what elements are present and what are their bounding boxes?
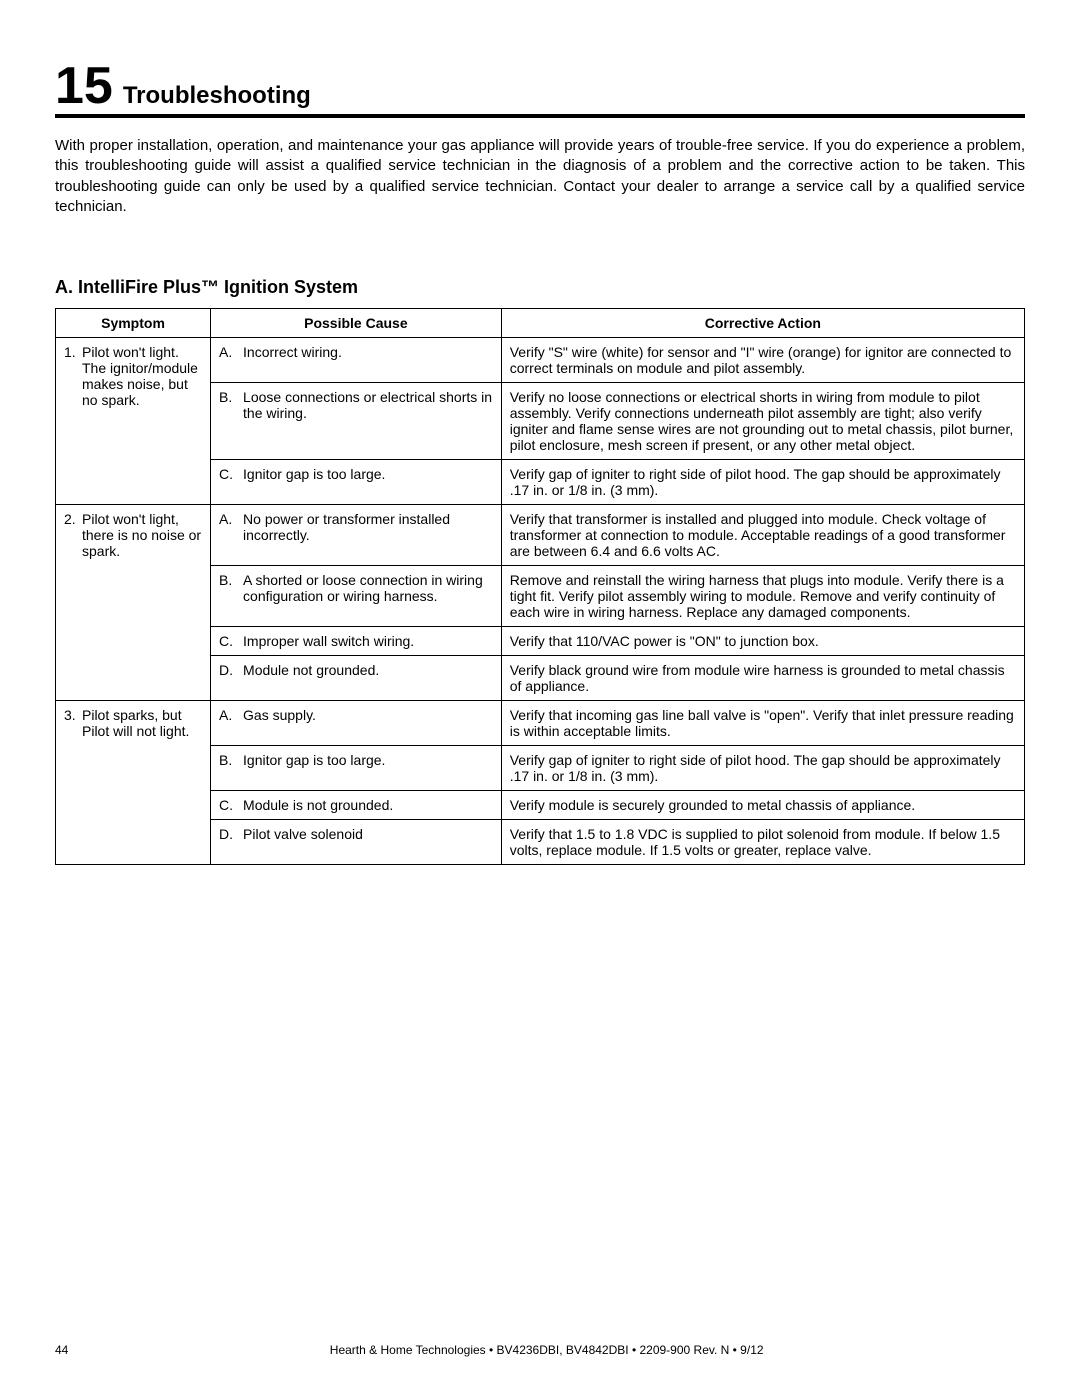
cause-letter: C. xyxy=(219,466,243,482)
cause-letter: A. xyxy=(219,344,243,360)
page-footer: 44 Hearth & Home Technologies • BV4236DB… xyxy=(55,1343,1025,1357)
cause-cell: D.Module not grounded. xyxy=(211,656,502,701)
action-cell: Verify that 1.5 to 1.8 VDC is supplied t… xyxy=(501,820,1024,865)
th-cause: Possible Cause xyxy=(211,309,502,338)
action-cell: Verify that 110/VAC power is "ON" to jun… xyxy=(501,627,1024,656)
symptom-cell: 2.Pilot won't light, there is no noise o… xyxy=(56,505,211,701)
cause-text: Module not grounded. xyxy=(243,662,493,678)
action-cell: Verify "S" wire (white) for sensor and "… xyxy=(501,338,1024,383)
action-cell: Verify no loose connections or electrica… xyxy=(501,383,1024,460)
cause-cell: C.Ignitor gap is too large. xyxy=(211,460,502,505)
cause-text: Improper wall switch wiring. xyxy=(243,633,493,649)
footer-center: Hearth & Home Technologies • BV4236DBI, … xyxy=(68,1343,1025,1357)
intro-paragraph: With proper installation, operation, and… xyxy=(55,136,1025,217)
chapter-title: Troubleshooting xyxy=(123,82,311,110)
cause-letter: A. xyxy=(219,511,243,543)
cause-cell: C.Improper wall switch wiring. xyxy=(211,627,502,656)
cause-text: A shorted or loose connection in wiring … xyxy=(243,572,493,604)
symptom-number: 2. xyxy=(64,511,82,559)
cause-cell: C.Module is not grounded. xyxy=(211,791,502,820)
cause-letter: D. xyxy=(219,826,243,842)
chapter-header: 15 Troubleshooting xyxy=(55,60,1025,118)
cause-letter: C. xyxy=(219,797,243,813)
th-symptom: Symptom xyxy=(56,309,211,338)
subsection-title: A. IntelliFire Plus™ Ignition System xyxy=(55,277,1025,298)
cause-letter: B. xyxy=(219,389,243,421)
cause-text: Pilot valve solenoid xyxy=(243,826,493,842)
cause-text: No power or transformer installed incorr… xyxy=(243,511,493,543)
page: 15 Troubleshooting With proper installat… xyxy=(0,0,1080,1397)
symptom-number: 3. xyxy=(64,707,82,739)
table-header-row: Symptom Possible Cause Corrective Action xyxy=(56,309,1025,338)
chapter-number: 15 xyxy=(55,60,113,112)
action-cell: Verify gap of igniter to right side of p… xyxy=(501,460,1024,505)
cause-letter: B. xyxy=(219,752,243,768)
cause-letter: C. xyxy=(219,633,243,649)
cause-text: Gas supply. xyxy=(243,707,493,723)
cause-letter: B. xyxy=(219,572,243,604)
symptom-text: Pilot sparks, but Pilot will not light. xyxy=(82,707,202,739)
action-cell: Verify that transformer is installed and… xyxy=(501,505,1024,566)
symptom-number: 1. xyxy=(64,344,82,408)
action-cell: Verify gap of igniter to right side of p… xyxy=(501,746,1024,791)
table-row: 3.Pilot sparks, but Pilot will not light… xyxy=(56,701,1025,746)
cause-text: Ignitor gap is too large. xyxy=(243,466,493,482)
cause-text: Ignitor gap is too large. xyxy=(243,752,493,768)
symptom-cell: 1.Pilot won't light. The ignitor/module … xyxy=(56,338,211,505)
cause-cell: A.Incorrect wiring. xyxy=(211,338,502,383)
symptom-text: Pilot won't light, there is no noise or … xyxy=(82,511,202,559)
cause-cell: A.Gas supply. xyxy=(211,701,502,746)
cause-letter: A. xyxy=(219,707,243,723)
page-number: 44 xyxy=(55,1343,68,1357)
symptom-text: Pilot won't light. The ignitor/module ma… xyxy=(82,344,202,408)
cause-text: Loose connections or electrical shorts i… xyxy=(243,389,493,421)
action-cell: Verify module is securely grounded to me… xyxy=(501,791,1024,820)
table-row: 2.Pilot won't light, there is no noise o… xyxy=(56,505,1025,566)
th-action: Corrective Action xyxy=(501,309,1024,338)
cause-cell: B.A shorted or loose connection in wirin… xyxy=(211,566,502,627)
cause-cell: D.Pilot valve solenoid xyxy=(211,820,502,865)
table-row: 1.Pilot won't light. The ignitor/module … xyxy=(56,338,1025,383)
cause-cell: B.Ignitor gap is too large. xyxy=(211,746,502,791)
cause-letter: D. xyxy=(219,662,243,678)
cause-cell: B.Loose connections or electrical shorts… xyxy=(211,383,502,460)
cause-cell: A.No power or transformer installed inco… xyxy=(211,505,502,566)
troubleshooting-table: Symptom Possible Cause Corrective Action… xyxy=(55,308,1025,865)
cause-text: Incorrect wiring. xyxy=(243,344,493,360)
action-cell: Verify that incoming gas line ball valve… xyxy=(501,701,1024,746)
action-cell: Verify black ground wire from module wir… xyxy=(501,656,1024,701)
cause-text: Module is not grounded. xyxy=(243,797,493,813)
symptom-cell: 3.Pilot sparks, but Pilot will not light… xyxy=(56,701,211,865)
action-cell: Remove and reinstall the wiring harness … xyxy=(501,566,1024,627)
